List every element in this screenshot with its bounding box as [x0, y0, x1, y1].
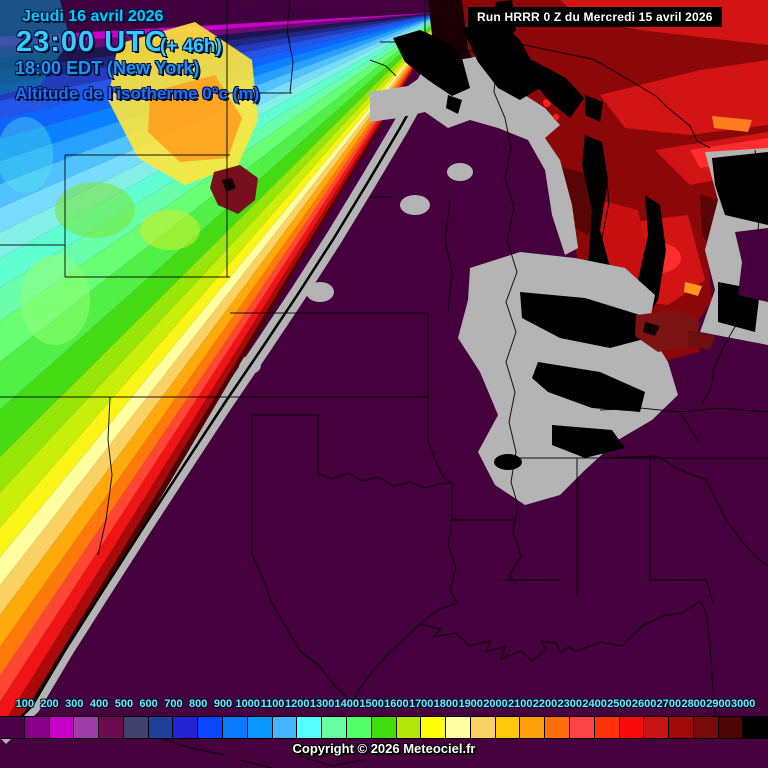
scale-label: 1900	[458, 698, 483, 710]
scale-cell	[272, 717, 298, 738]
scale-cell	[74, 717, 100, 738]
scale-label: 2000	[483, 698, 508, 710]
scale-label: 2200	[532, 698, 558, 710]
scale-cell	[446, 717, 471, 738]
scale-label: 1800	[433, 698, 459, 710]
gray-black-cluster-east	[635, 148, 768, 352]
scale-cell	[693, 717, 719, 738]
scale-cell	[148, 717, 174, 738]
scale-label: 1300	[309, 698, 335, 710]
gray-mass-middle	[458, 252, 678, 505]
scale-label: 1700	[408, 698, 434, 710]
scale-label: 2900	[706, 698, 731, 710]
scale-label: 200	[40, 698, 59, 710]
fan-band	[0, 12, 448, 738]
scale-label: 2800	[681, 698, 706, 710]
scale-label: 1500	[359, 698, 384, 710]
scale-label: 100	[15, 698, 34, 710]
scale-cell	[198, 717, 224, 738]
scale-cell	[669, 717, 694, 738]
fan-band	[0, 12, 448, 105]
scale-label: 600	[139, 698, 158, 710]
scale-label: 2100	[508, 698, 533, 710]
scale-label: 3000	[730, 698, 756, 710]
fan-band	[0, 12, 448, 694]
scale-label: 400	[89, 698, 109, 710]
scale-label: 500	[114, 698, 134, 710]
model-run-info: Run HRRR 0 Z du Mercredi 15 avril 2026	[468, 7, 722, 27]
scale-label: 1400	[334, 698, 360, 710]
valid-time-utc-label: 23:00 UTC	[16, 26, 167, 58]
scale-cell	[470, 717, 496, 738]
scale-label: 700	[164, 698, 183, 710]
scale-cell	[123, 717, 149, 738]
scale-cell	[644, 717, 670, 738]
scale-label: 1100	[260, 698, 285, 710]
scale-label: 1000	[235, 698, 260, 710]
fan-band	[0, 12, 448, 738]
color-scale-bar	[0, 716, 768, 739]
scale-label: 2500	[607, 698, 632, 710]
scale-cell	[421, 717, 447, 738]
scale-label: 900	[213, 698, 233, 710]
parameter-title: Altitude de l'isotherme 0°c (m)	[15, 84, 260, 103]
front-edge-maroon-blob	[210, 165, 258, 214]
fan-band	[0, 12, 448, 738]
fan-band	[0, 12, 448, 738]
fan-band	[0, 12, 448, 738]
fan-band	[0, 12, 448, 738]
fan-band	[0, 12, 448, 738]
scale-label: 300	[65, 698, 84, 710]
scale-label: 2600	[631, 698, 657, 710]
date-label: Jeudi 16 avril 2026	[22, 8, 164, 25]
fan-band	[0, 12, 448, 738]
scale-cell	[49, 717, 75, 738]
scale-cell	[569, 717, 595, 738]
scale-label: 1600	[384, 698, 409, 710]
scale-cell	[297, 717, 323, 738]
scale-cell	[718, 717, 744, 738]
scale-label: 2400	[582, 698, 607, 710]
fan-band	[0, 12, 448, 738]
scale-cell	[346, 717, 372, 738]
scale-cell	[99, 717, 124, 738]
scale-cell	[0, 717, 25, 738]
scale-label: 2700	[656, 698, 682, 710]
fan-band	[0, 12, 448, 738]
scale-cell	[223, 717, 248, 738]
scale-cell	[247, 717, 273, 738]
scale-cell	[173, 717, 199, 738]
scale-cell	[371, 717, 397, 738]
fan-band	[0, 12, 448, 738]
scale-label: 800	[189, 698, 208, 710]
scale-cell	[520, 717, 546, 738]
fan-band	[0, 12, 448, 738]
scale-cell	[619, 717, 645, 738]
scale-cell	[545, 717, 570, 738]
scale-cell	[322, 717, 347, 738]
forecast-offset-label: (+ 46h)	[160, 36, 222, 57]
terrain-mottle-patches	[0, 0, 258, 345]
scale-cell	[24, 717, 50, 738]
scale-cell	[594, 717, 620, 738]
fan-band	[0, 12, 448, 738]
local-time-label: 18:00 EDT (New York)	[15, 58, 200, 78]
scale-cell	[396, 717, 422, 738]
scale-label: 1200	[285, 698, 310, 710]
copyright-label: Copyright © 2026 Meteociel.fr	[292, 741, 476, 756]
scale-cell	[495, 717, 521, 738]
scale-cell	[743, 717, 768, 738]
fan-band	[0, 12, 448, 738]
scale-label: 2300	[557, 698, 583, 710]
